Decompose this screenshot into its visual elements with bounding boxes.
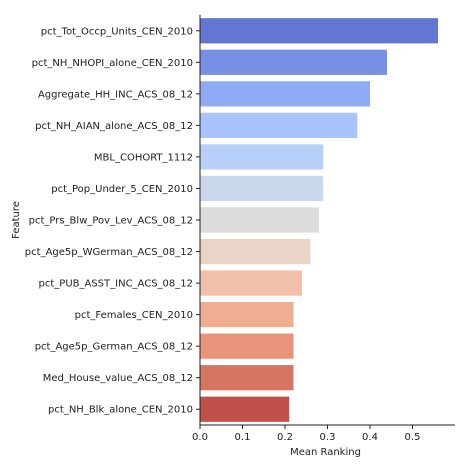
- bar-pct_Females_CEN_2010: [200, 302, 294, 328]
- bar-pct_PUB_ASST_INC_ACS_08_12: [200, 270, 302, 296]
- bars-group: [200, 18, 438, 422]
- y-tick-label: pct_Prs_Blw_Pov_Lev_ACS_08_12: [29, 216, 193, 227]
- y-tick-label: Aggregate_HH_INC_ACS_08_12: [38, 89, 193, 100]
- x-tick-label: 0.1: [235, 432, 251, 443]
- bar-pct_Tot_Occp_Units_CEN_2010: [200, 18, 438, 44]
- y-tick-label: pct_Age5p_German_ACS_08_12: [35, 342, 193, 353]
- x-tick-label: 0.2: [277, 432, 293, 443]
- bar-pct_NH_AIAN_alone_ACS_08_12: [200, 112, 358, 138]
- x-tick-label: 0.4: [362, 432, 378, 443]
- y-tick-label: pct_NH_Blk_alone_CEN_2010: [48, 405, 193, 416]
- x-ticks: 0.0 0.1 0.2 0.3 0.4 0.5: [192, 425, 420, 443]
- bar-pct_NH_NHOPI_alone_CEN_2010: [200, 49, 387, 75]
- bar-Aggregate_HH_INC_ACS_08_12: [200, 81, 370, 107]
- y-tick-label: pct_NH_NHOPI_alone_CEN_2010: [32, 58, 193, 69]
- bar-pct_Age5p_WGerman_ACS_08_12: [200, 238, 311, 265]
- bar-pct_NH_Blk_alone_CEN_2010: [200, 396, 290, 422]
- bar-pct_Prs_Blw_Pov_Lev_ACS_08_12: [200, 207, 319, 233]
- y-tick-label: MBL_COHORT_1112: [94, 152, 193, 163]
- y-tick-label: Med_House_value_ACS_08_12: [43, 373, 193, 384]
- y-tick-label: pct_NH_AIAN_alone_ACS_08_12: [35, 121, 193, 132]
- bar-MBL_COHORT_1112: [200, 144, 324, 170]
- y-tick-label: pct_Age5p_WGerman_ACS_08_12: [25, 247, 193, 258]
- bar-pct_Age5p_German_ACS_08_12: [200, 333, 294, 359]
- bar-pct_Pop_Under_5_CEN_2010: [200, 175, 324, 202]
- x-tick-label: 0.0: [192, 432, 208, 443]
- y-tick-label: pct_Females_CEN_2010: [75, 310, 193, 321]
- y-axis-title: Feature: [11, 201, 22, 239]
- y-tick-label: pct_Pop_Under_5_CEN_2010: [51, 184, 193, 195]
- bar-Med_House_value_ACS_08_12: [200, 365, 294, 391]
- x-axis-title: Mean Ranking: [290, 447, 361, 458]
- x-tick-label: 0.3: [320, 432, 336, 443]
- y-tick-labels: pct_Tot_Occp_Units_CEN_2010 pct_NH_NHOPI_…: [25, 26, 200, 416]
- y-tick-label: pct_Tot_Occp_Units_CEN_2010: [41, 26, 193, 37]
- y-tick-label: pct_PUB_ASST_INC_ACS_08_12: [39, 279, 193, 290]
- x-tick-label: 0.5: [405, 432, 421, 443]
